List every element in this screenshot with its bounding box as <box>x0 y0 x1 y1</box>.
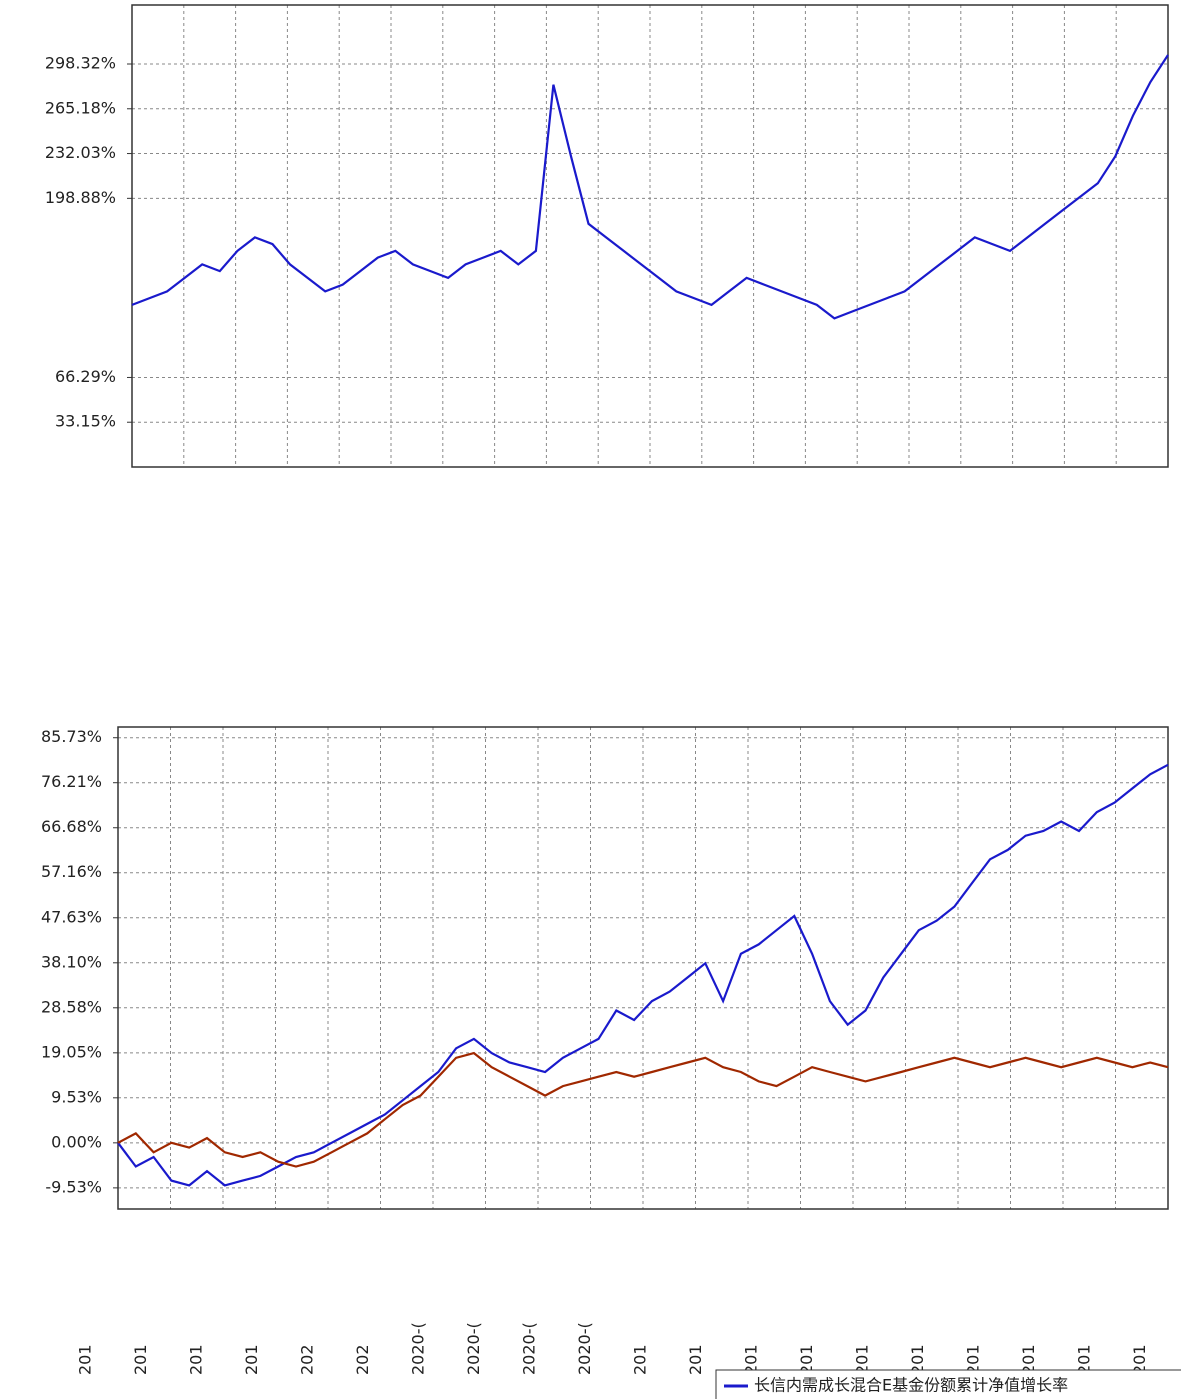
x-tick-label: 201 <box>1130 1344 1149 1375</box>
y-tick-label: 85.73% <box>41 727 102 746</box>
x-tick-label: 201 <box>1074 1344 1093 1375</box>
y-tick-label: 298.32% <box>45 54 116 73</box>
y-tick-label: 232.03% <box>45 143 116 162</box>
y-tick-label: -9.53% <box>45 1177 102 1196</box>
x-tick-label: 201 <box>242 1344 261 1375</box>
x-tick-label: 201 <box>852 1344 871 1375</box>
y-tick-label: 57.16% <box>41 862 102 881</box>
x-tick-label: 2020-( <box>519 1322 538 1375</box>
x-tick-label: 201 <box>1019 1344 1038 1375</box>
plot-frame <box>117 726 1169 1210</box>
x-tick-label: 201 <box>741 1344 760 1375</box>
y-tick-label: 19.05% <box>41 1042 102 1061</box>
y-tick-label: 198.88% <box>45 188 116 207</box>
x-tick-label: 202 <box>353 1344 372 1375</box>
y-tick-label: 66.29% <box>55 367 116 386</box>
x-tick-label: 201 <box>908 1344 927 1375</box>
x-tick-label: 201 <box>686 1344 705 1375</box>
y-tick-label: 0.00% <box>51 1132 102 1151</box>
plot-frame <box>131 4 1169 468</box>
y-tick-label: 33.15% <box>55 412 116 431</box>
x-tick-label: 201 <box>797 1344 816 1375</box>
series-line <box>117 763 1169 1187</box>
y-tick-label: 28.58% <box>41 997 102 1016</box>
x-tick-label: 201 <box>630 1344 649 1375</box>
series-line <box>131 54 1169 320</box>
x-tick-label: 2020-( <box>464 1322 483 1375</box>
x-tick-label: 201 <box>131 1344 150 1375</box>
x-tick-label: 202 <box>297 1344 316 1375</box>
x-tick-label: 201 <box>963 1344 982 1375</box>
legend-box <box>715 1369 1181 1399</box>
x-tick-label: 201 <box>186 1344 205 1375</box>
legend-label: 长信内需成长混合E基金份额累计净值增长率 <box>754 1376 1068 1395</box>
x-tick-label: 2020-( <box>575 1322 594 1375</box>
y-tick-label: 76.21% <box>41 772 102 791</box>
y-tick-label: 47.63% <box>41 907 102 926</box>
y-tick-label: 9.53% <box>51 1087 102 1106</box>
x-tick-label: 201 <box>75 1344 94 1375</box>
y-tick-label: 265.18% <box>45 98 116 117</box>
x-tick-label: 2020-( <box>408 1322 427 1375</box>
y-tick-label: 38.10% <box>41 952 102 971</box>
series-line <box>117 1051 1169 1168</box>
y-tick-label: 66.68% <box>41 817 102 836</box>
